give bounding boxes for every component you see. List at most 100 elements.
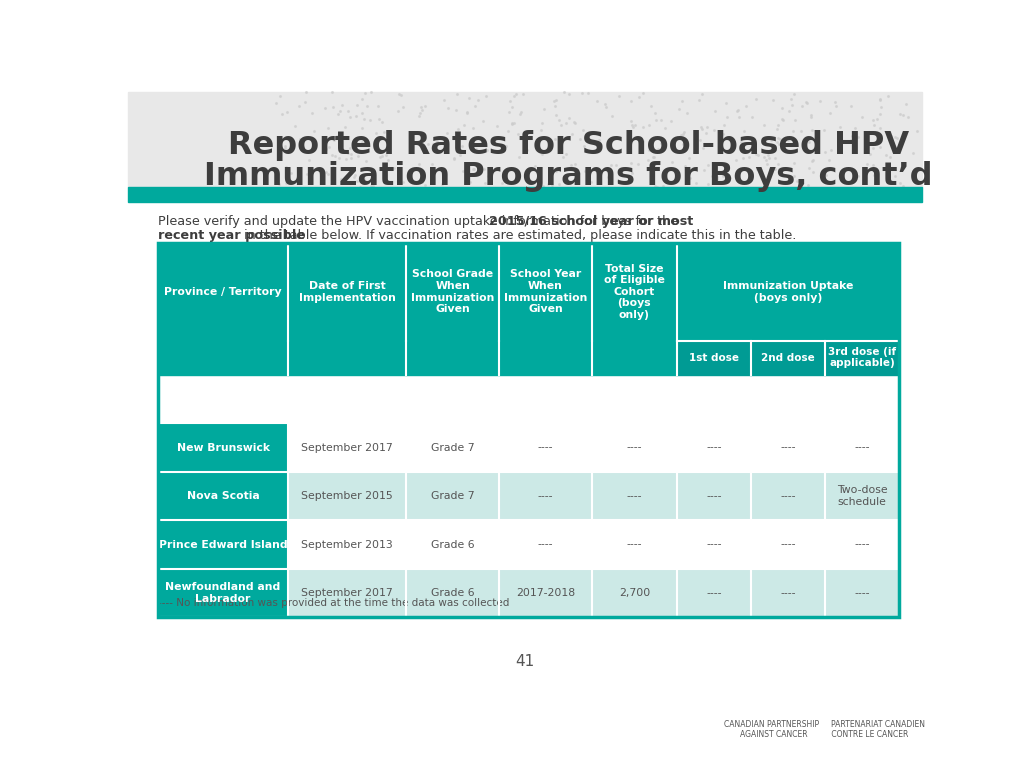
Bar (592, 520, 677, 569)
Bar (499, 569, 592, 617)
Point (871, 94, 888, 106)
Text: September 2017: September 2017 (301, 588, 393, 598)
Point (358, 100, 375, 112)
Point (882, 151, 898, 163)
Point (501, 106, 517, 118)
Point (698, 121, 715, 134)
Point (831, 121, 848, 133)
Point (770, 157, 786, 170)
Point (429, 135, 445, 147)
Point (812, 94, 828, 107)
Point (801, 162, 817, 174)
Point (297, 86, 313, 98)
Point (757, 151, 773, 164)
Point (631, 91, 647, 104)
Point (342, 141, 358, 154)
Point (271, 90, 288, 102)
Point (769, 131, 785, 144)
Bar (407, 520, 499, 569)
Text: ----: ---- (855, 540, 870, 550)
Point (329, 130, 345, 142)
Point (759, 157, 775, 170)
Point (348, 175, 365, 187)
Point (341, 167, 357, 179)
Point (346, 170, 362, 183)
Point (691, 94, 708, 106)
Point (540, 178, 556, 190)
Point (376, 126, 392, 138)
Bar (158, 569, 288, 617)
Point (527, 160, 544, 172)
Point (568, 177, 585, 189)
Point (534, 148, 550, 161)
Point (862, 148, 879, 161)
Point (299, 167, 315, 180)
Point (649, 143, 666, 155)
Point (864, 158, 881, 170)
Point (506, 90, 522, 102)
Point (871, 122, 888, 134)
Point (548, 109, 564, 121)
Bar (499, 340, 592, 375)
Point (894, 180, 910, 193)
Point (476, 177, 493, 190)
Point (468, 143, 484, 155)
Point (772, 133, 788, 145)
Point (820, 164, 837, 177)
Point (558, 148, 574, 161)
Point (504, 118, 520, 130)
Text: School Year
When
Immunization
Given: School Year When Immunization Given (504, 270, 587, 314)
Text: ----: ---- (780, 588, 796, 598)
Point (354, 93, 371, 105)
Point (412, 107, 428, 119)
Text: ----: ---- (780, 442, 796, 452)
Bar (158, 472, 288, 520)
Point (844, 131, 860, 143)
Text: in the table below. If vaccination rates are estimated, please indicate this in : in the table below. If vaccination rates… (240, 230, 797, 243)
Point (766, 152, 782, 164)
Point (551, 114, 567, 126)
Point (866, 169, 883, 181)
Bar (825, 472, 899, 520)
Point (445, 153, 462, 165)
Point (512, 108, 528, 120)
Point (325, 148, 341, 161)
Bar (677, 569, 752, 617)
Point (786, 157, 803, 170)
Point (415, 168, 431, 180)
Point (291, 101, 307, 113)
Text: ----: ---- (707, 491, 722, 501)
Bar (128, 201, 922, 684)
Point (821, 107, 838, 119)
Point (267, 97, 284, 109)
Point (859, 157, 876, 170)
Point (316, 101, 333, 114)
Point (283, 167, 299, 179)
Point (515, 88, 531, 100)
Point (865, 119, 882, 131)
Text: 41: 41 (515, 654, 535, 669)
Point (770, 119, 786, 131)
Point (306, 124, 323, 137)
Point (534, 124, 550, 136)
Bar (677, 472, 752, 520)
Point (803, 111, 819, 123)
Point (361, 114, 378, 127)
Point (353, 107, 370, 119)
Point (521, 177, 538, 189)
Point (771, 164, 787, 176)
Point (339, 147, 355, 159)
Text: Please verify and update the HPV vaccination uptake information for boys for the: Please verify and update the HPV vaccina… (158, 214, 682, 227)
Point (317, 144, 334, 156)
Point (414, 104, 430, 116)
Point (640, 154, 656, 167)
Point (775, 114, 792, 126)
Bar (499, 472, 592, 520)
Point (591, 134, 607, 146)
Point (645, 151, 662, 164)
Point (304, 108, 321, 120)
Point (566, 158, 583, 170)
Bar (407, 340, 499, 375)
Point (531, 132, 548, 144)
Point (378, 149, 394, 161)
